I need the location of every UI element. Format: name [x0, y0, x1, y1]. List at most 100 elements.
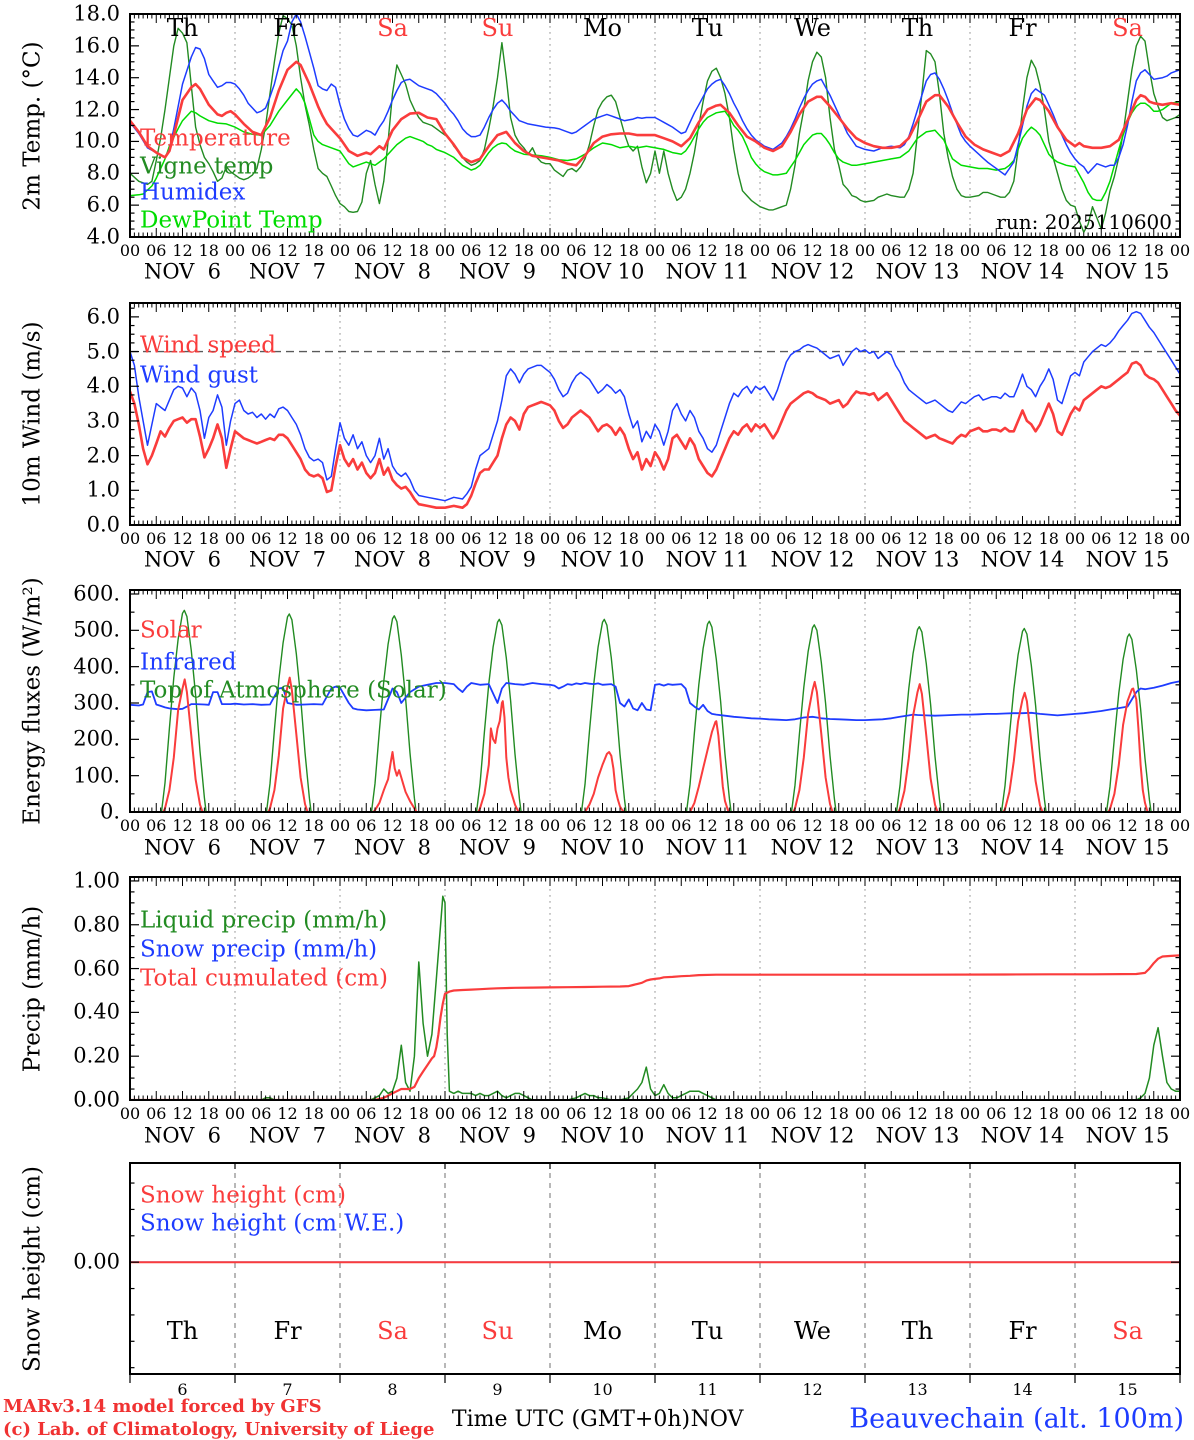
- month-day-label: NOV 12: [770, 835, 855, 860]
- hour-label: 18: [933, 529, 954, 548]
- day-number-label: 11: [697, 1380, 718, 1399]
- dayname-bottom: Tu: [691, 1317, 724, 1345]
- ytick-label: 10.0: [73, 128, 120, 153]
- month-day-label: NOV 11: [665, 547, 750, 572]
- hour-label: 12: [907, 529, 928, 548]
- dayname-bottom: Sa: [1112, 1317, 1143, 1345]
- dayname-top: Mo: [582, 14, 623, 42]
- month-day-label: NOV 15: [1085, 835, 1170, 860]
- month-day-label: NOV 9: [458, 1123, 537, 1148]
- hour-label: 12: [1117, 816, 1138, 835]
- hour-label: 12: [487, 529, 508, 548]
- day-number-label: 7: [282, 1380, 293, 1399]
- hour-label: 06: [1091, 529, 1112, 548]
- hour-label: 12: [697, 241, 718, 260]
- hour-label: 00: [329, 529, 351, 548]
- month-day-label: NOV 14: [980, 835, 1065, 860]
- hour-label: 18: [513, 241, 534, 260]
- ytick-label: 0.20: [73, 1043, 120, 1068]
- hour-label: 00: [749, 816, 771, 835]
- hour-label: 06: [671, 1104, 692, 1123]
- hour-label: 06: [356, 816, 377, 835]
- hour-label: 12: [1117, 1104, 1138, 1123]
- ytick-label: 3.0: [86, 408, 120, 433]
- hour-label: 12: [592, 529, 613, 548]
- hour-label: 06: [146, 816, 167, 835]
- month-day-label: NOV 10: [560, 547, 645, 572]
- hour-label: 18: [408, 816, 429, 835]
- hour-label: 12: [1012, 1104, 1033, 1123]
- month-day-label: NOV 11: [665, 1123, 750, 1148]
- month-day-label: NOV 14: [980, 547, 1065, 572]
- month-day-label: NOV 15: [1085, 547, 1170, 572]
- day-number-label: 8: [387, 1380, 398, 1399]
- dayname-top: Th: [166, 14, 199, 42]
- hour-label: 18: [513, 816, 534, 835]
- month-day-label: NOV 12: [770, 547, 855, 572]
- hour-label: 00: [539, 1104, 561, 1123]
- x-axis-title: Time UTC (GMT+0h): [451, 1407, 691, 1432]
- hour-label: 00: [329, 816, 351, 835]
- legend-dewpoint-temp: DewPoint Temp: [140, 207, 323, 234]
- hour-label: 06: [251, 816, 272, 835]
- hour-label: 18: [933, 816, 954, 835]
- day-number-label: 12: [802, 1380, 823, 1399]
- hour-label: 06: [146, 1104, 167, 1123]
- dayname-bottom: Sa: [377, 1317, 408, 1345]
- hour-label: 06: [986, 816, 1007, 835]
- ytick-label: 0.: [99, 799, 120, 824]
- legend-temperature: Temperature: [140, 125, 291, 152]
- hour-label: 00: [854, 529, 876, 548]
- legend-liquid-precip-mm-h: Liquid precip (mm/h): [140, 907, 388, 934]
- hour-label: 18: [1038, 1104, 1059, 1123]
- hour-label: 00: [434, 816, 456, 835]
- legend-vigne-temp: Vigne temp: [140, 153, 274, 180]
- hour-label: 12: [487, 241, 508, 260]
- hour-label: 06: [671, 241, 692, 260]
- hour-label: 12: [382, 1104, 403, 1123]
- hour-label: 06: [1091, 816, 1112, 835]
- hour-label: 06: [986, 1104, 1007, 1123]
- hour-label: 06: [566, 241, 587, 260]
- month-day-label: NOV 10: [560, 259, 645, 284]
- hour-label: 12: [1012, 241, 1033, 260]
- hour-label: 12: [1012, 816, 1033, 835]
- ytick-label: 400.: [73, 654, 120, 679]
- hour-label: 00: [1064, 529, 1086, 548]
- dayname-top: Th: [901, 14, 934, 42]
- month-day-label: NOV 8: [353, 1123, 432, 1148]
- hour-label: 12: [697, 529, 718, 548]
- month-day-label: NOV 6: [143, 1123, 222, 1148]
- hour-label: 12: [802, 1104, 823, 1123]
- hour-label: 12: [172, 241, 193, 260]
- hour-label: 06: [776, 529, 797, 548]
- hour-label: 18: [513, 529, 534, 548]
- hour-label: 18: [513, 1104, 534, 1123]
- hour-label: 00: [434, 241, 456, 260]
- month-day-label: NOV 15: [1085, 259, 1170, 284]
- hour-label: 06: [146, 241, 167, 260]
- hour-label: 00: [329, 1104, 351, 1123]
- hour-label: 18: [198, 816, 219, 835]
- legend-top-of-atmosphere-solar: Top of Atmosphere (Solar): [140, 677, 447, 704]
- hour-label: 18: [618, 529, 639, 548]
- hour-label: 12: [172, 529, 193, 548]
- hour-label: 00: [119, 1104, 141, 1123]
- dayname-top: Fr: [273, 14, 302, 42]
- hour-label: 18: [828, 1104, 849, 1123]
- hour-label: 12: [382, 241, 403, 260]
- month-day-label: NOV 13: [875, 835, 960, 860]
- hour-label: 00: [119, 529, 141, 548]
- ytick-label: 12.0: [73, 97, 120, 122]
- hour-label: 06: [881, 529, 902, 548]
- hour-label: 18: [618, 241, 639, 260]
- month-day-label: NOV 7: [248, 547, 327, 572]
- hour-label: 00: [959, 816, 981, 835]
- hour-label: 06: [881, 816, 902, 835]
- month-day-label: NOV 13: [875, 547, 960, 572]
- hour-label: 18: [1038, 529, 1059, 548]
- y-axis-title-temperature: 2m Temp. (°C): [19, 41, 46, 211]
- ytick-label: 14.0: [73, 65, 120, 90]
- month-day-label: NOV 6: [143, 547, 222, 572]
